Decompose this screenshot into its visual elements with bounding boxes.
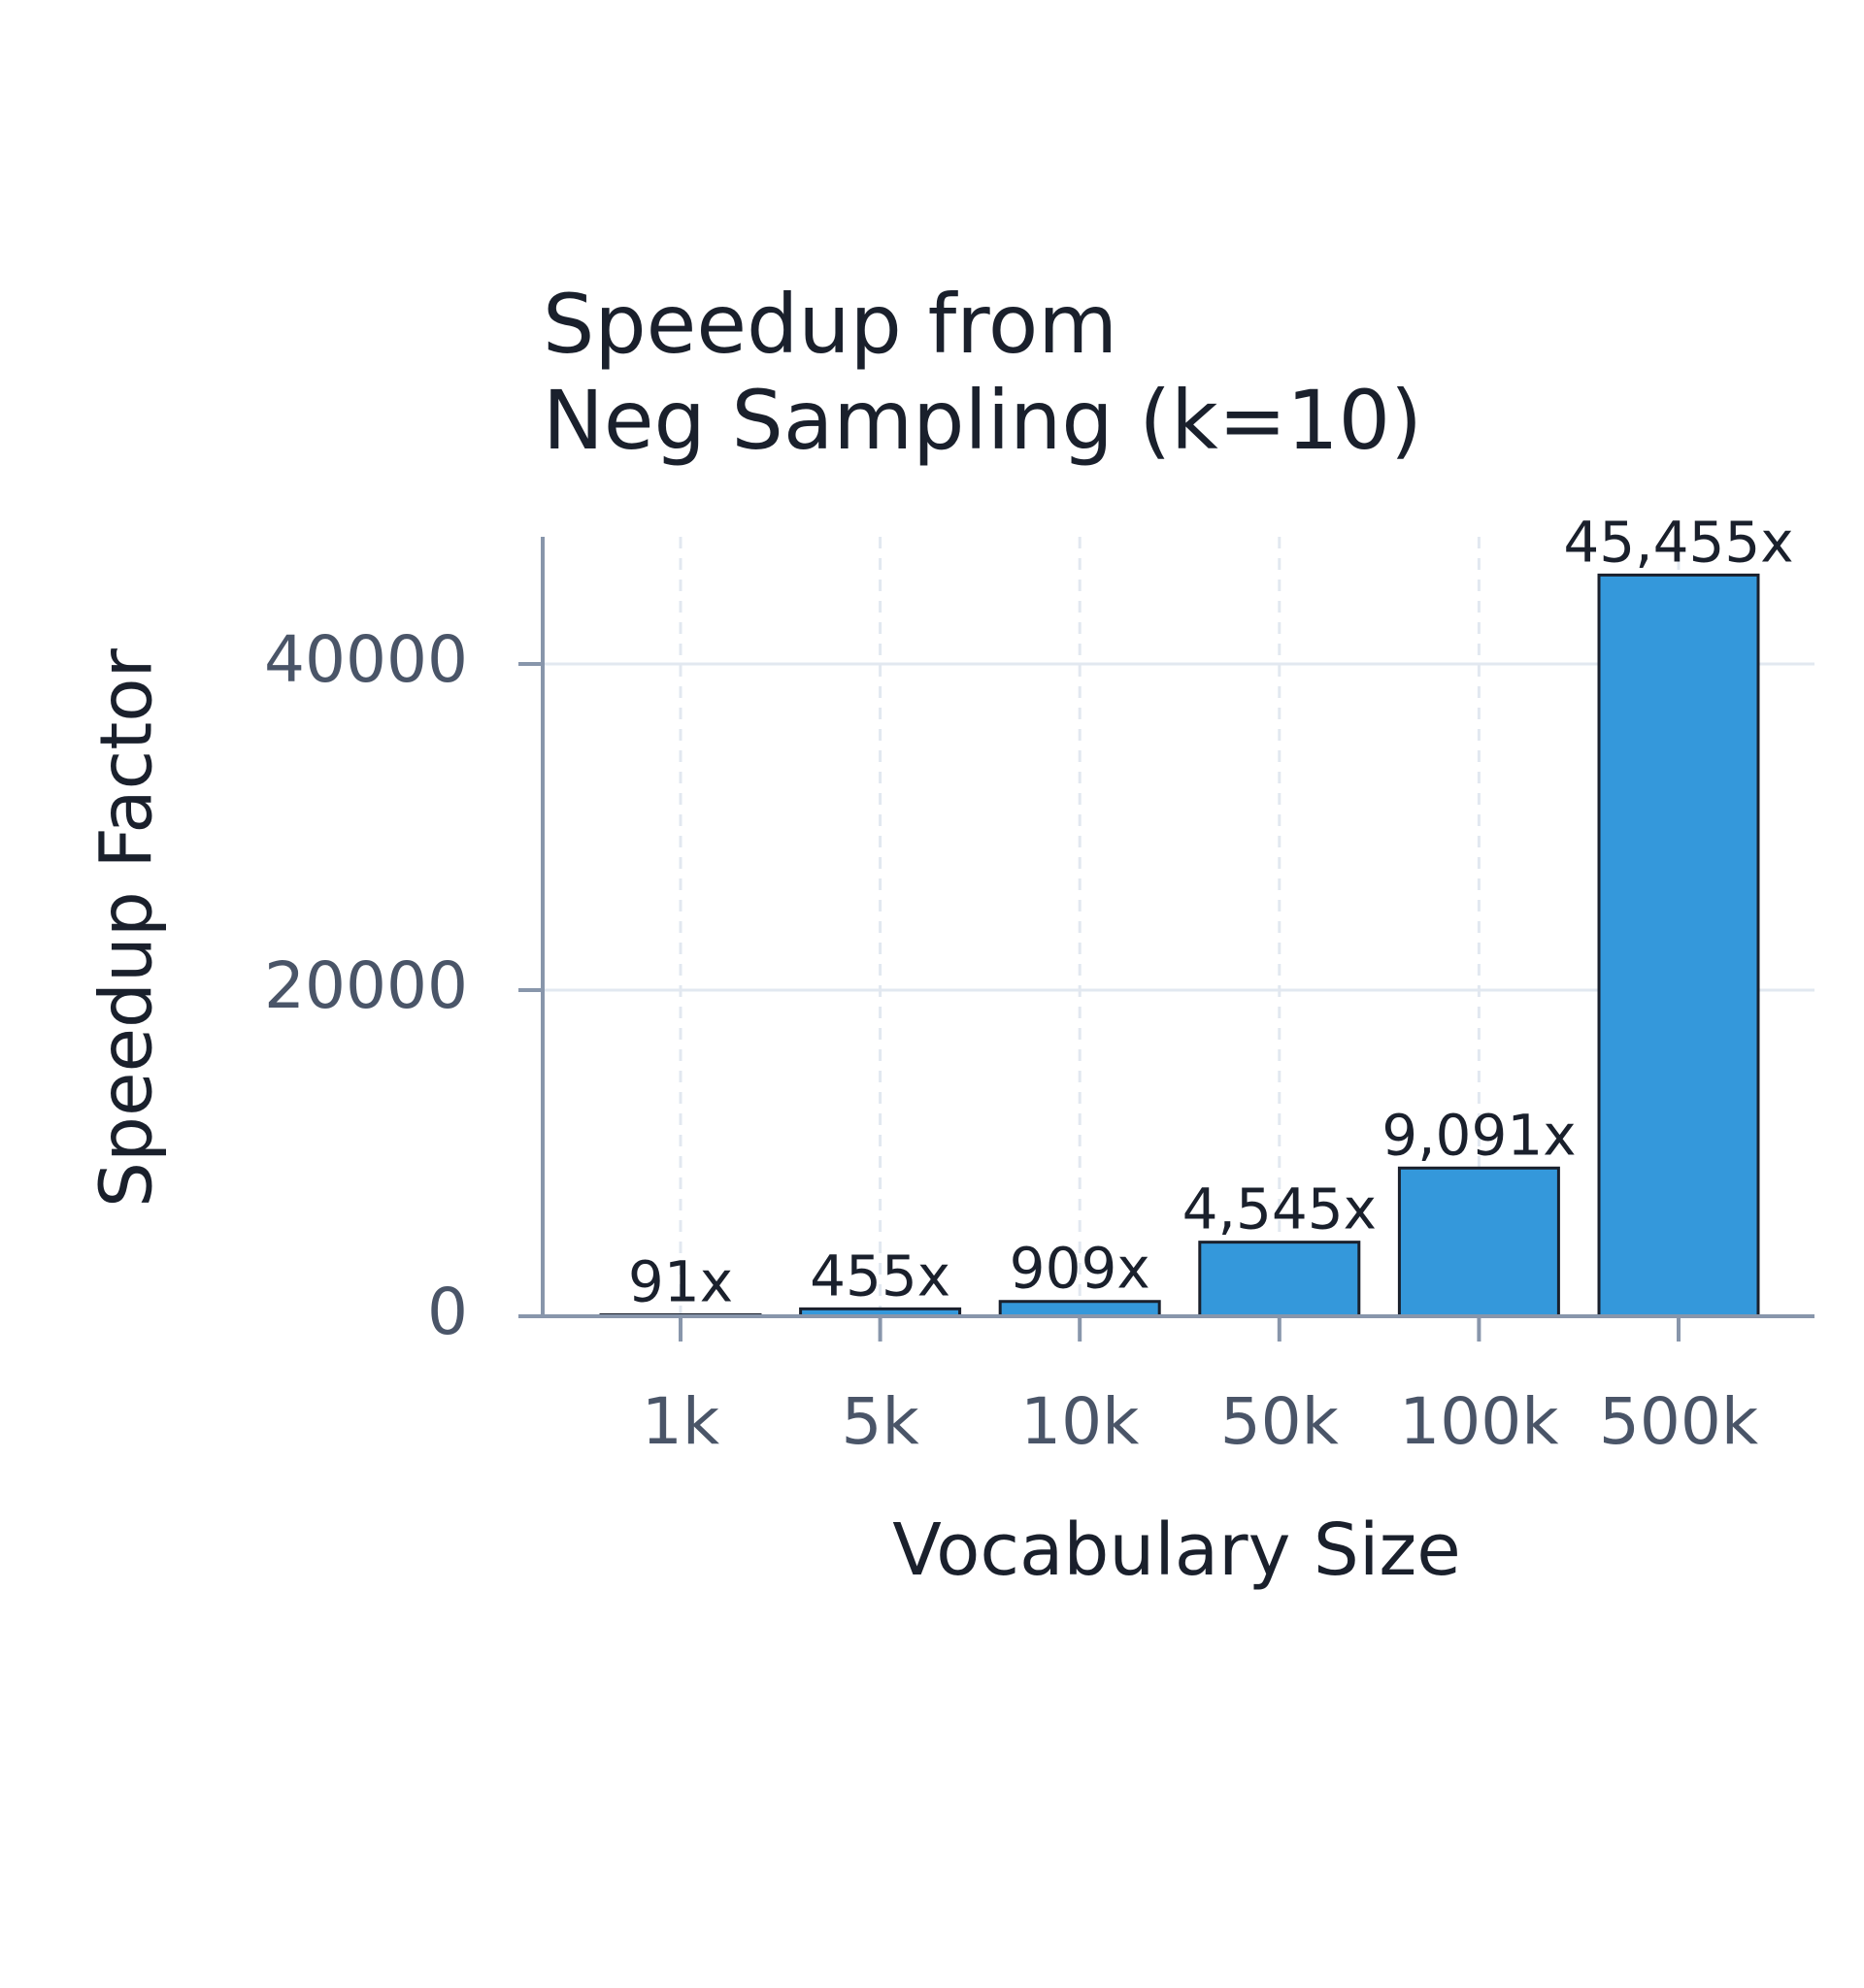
x-tick-label: 1k xyxy=(642,1384,720,1459)
value-label: 91x xyxy=(628,1248,733,1314)
value-label: 455x xyxy=(810,1242,950,1309)
value-label: 45,455x xyxy=(1563,509,1793,575)
x-tick-label: 500k xyxy=(1599,1384,1759,1459)
chart-title: Neg Sampling (k=10) xyxy=(543,373,1422,468)
bar xyxy=(998,1300,1161,1318)
bar xyxy=(1597,573,1760,1318)
value-label: 4,545x xyxy=(1182,1176,1377,1242)
x-axis-label: Vocabulary Size xyxy=(892,1508,1461,1592)
y-tick-label: 40000 xyxy=(264,622,468,697)
y-tick-label: 20000 xyxy=(264,948,468,1023)
x-tick-label: 10k xyxy=(1020,1384,1140,1459)
chart-title: Speedup from xyxy=(543,277,1117,372)
bar xyxy=(1198,1241,1361,1318)
y-axis-label: Speedup Factor xyxy=(85,647,169,1207)
x-tick-label: 50k xyxy=(1220,1384,1340,1459)
y-tick-label: 0 xyxy=(427,1275,468,1349)
bar xyxy=(1397,1166,1560,1318)
value-label: 9,091x xyxy=(1381,1102,1576,1168)
value-label: 909x xyxy=(1010,1236,1150,1302)
x-tick-label: 5k xyxy=(841,1384,919,1459)
x-tick-label: 100k xyxy=(1399,1384,1559,1459)
